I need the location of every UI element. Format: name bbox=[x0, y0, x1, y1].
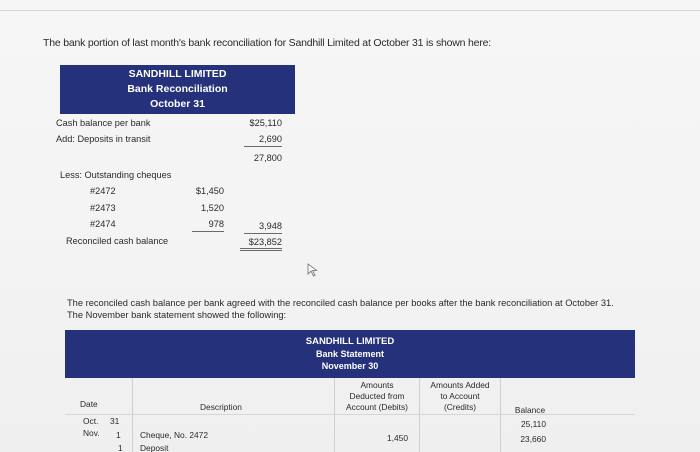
row-day: 1 bbox=[118, 443, 123, 452]
cheque-amount: 1,520 bbox=[201, 203, 224, 213]
statement-header: SANDHILL LIMITED Bank Statement November… bbox=[65, 330, 635, 378]
credits-header-line: to Account bbox=[440, 391, 480, 401]
reconciled-label: Reconciled cash balance bbox=[66, 236, 169, 246]
header-rule bbox=[65, 414, 635, 415]
debits-header-line: Amounts bbox=[360, 380, 394, 390]
statement-company: SANDHILL LIMITED bbox=[305, 336, 395, 347]
cheque-number: #2473 bbox=[90, 203, 116, 213]
column-divider bbox=[132, 378, 133, 452]
top-divider bbox=[0, 10, 700, 11]
row-day: 31 bbox=[110, 416, 120, 426]
reconciliation-company: SANDHILL LIMITED bbox=[128, 68, 227, 80]
intro-text: The bank portion of last month's bank re… bbox=[43, 37, 491, 49]
row-month: Nov. bbox=[83, 428, 100, 438]
outstanding-total: 3,948 bbox=[244, 221, 282, 234]
cheque-amount: 978 bbox=[192, 219, 224, 232]
cheque-number: #2474 bbox=[90, 219, 116, 229]
statement-title: Bank Statement bbox=[315, 349, 385, 359]
credits-header: Amounts Added to Account (Credits) bbox=[421, 380, 499, 413]
row-description: Cheque, No. 2472 bbox=[140, 430, 208, 440]
row-day: 1 bbox=[116, 430, 121, 440]
column-divider bbox=[500, 378, 501, 452]
row-month: Oct. bbox=[83, 416, 99, 426]
credits-header-line: (Credits) bbox=[443, 402, 477, 412]
column-divider bbox=[334, 378, 335, 452]
cheque-number: #2472 bbox=[90, 186, 116, 196]
cash-balance-label: Cash balance per bank bbox=[56, 118, 151, 128]
reconciled-value: $23,852 bbox=[240, 237, 282, 251]
debits-header: Amounts Deducted from Account (Debits) bbox=[336, 380, 418, 413]
cheque-amount: $1,450 bbox=[195, 186, 224, 196]
reconciliation-header: SANDHILL LIMITED Bank Reconciliation Oct… bbox=[60, 65, 295, 114]
reconciliation-date: October 31 bbox=[150, 98, 205, 110]
deposits-label: Add: Deposits in transit bbox=[56, 134, 151, 144]
row-debit: 1,450 bbox=[387, 433, 408, 443]
credits-header-line: Amounts Added bbox=[430, 380, 490, 390]
row-description: Deposit bbox=[140, 443, 169, 452]
outstanding-label: Less: Outstanding cheques bbox=[60, 170, 172, 180]
statement-intro-paragraph: The reconciled cash balance per bank agr… bbox=[67, 298, 614, 320]
row-balance: 25,110 bbox=[521, 419, 546, 429]
subtotal-value: 27,800 bbox=[253, 153, 282, 163]
deposits-value: 2,690 bbox=[244, 134, 282, 147]
description-header: Description bbox=[200, 402, 242, 412]
debits-header-line: Deducted from bbox=[349, 391, 405, 401]
date-header: Date bbox=[80, 399, 98, 409]
debits-header-line: Account (Debits) bbox=[346, 402, 408, 412]
cursor-icon bbox=[307, 263, 318, 277]
reconciliation-title: Bank Reconciliation bbox=[127, 83, 228, 95]
statement-date: November 30 bbox=[321, 361, 379, 371]
column-divider bbox=[419, 378, 420, 452]
row-balance: 23,660 bbox=[520, 434, 546, 444]
balance-header: Balance bbox=[514, 405, 546, 415]
cash-balance-value: $25,110 bbox=[249, 118, 282, 128]
